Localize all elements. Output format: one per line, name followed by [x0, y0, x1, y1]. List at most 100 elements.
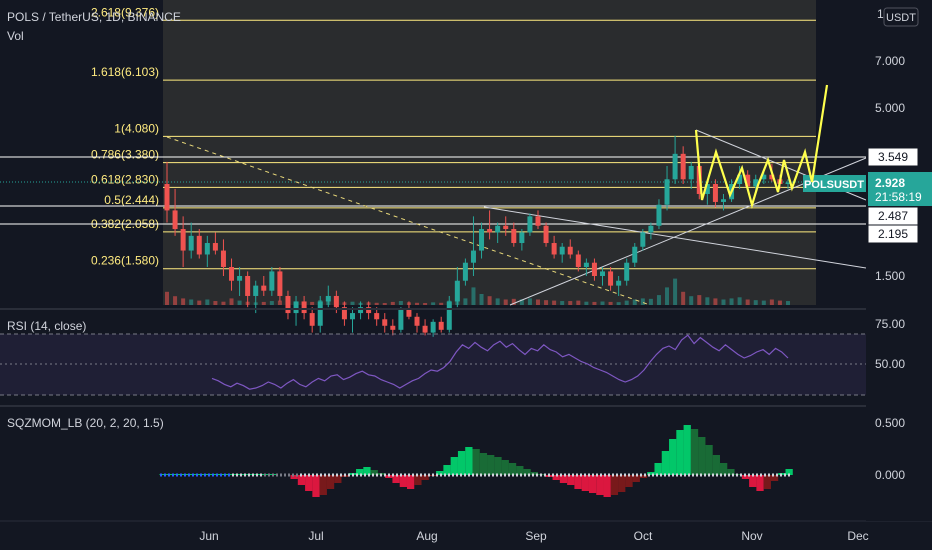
- momentum-bar: [312, 475, 320, 497]
- squeeze-dot: [572, 473, 574, 477]
- squeeze-dot: [172, 473, 174, 477]
- momentum-bar: [530, 472, 539, 475]
- descending-trendline: [483, 206, 867, 269]
- squeeze-dot: [228, 473, 230, 477]
- volume-bar: [189, 299, 194, 305]
- momentum-bar: [356, 469, 364, 475]
- squeeze-dot: [376, 473, 378, 477]
- dashed-trendline: [166, 136, 651, 306]
- candle-body: [382, 319, 388, 326]
- squeeze-dot: [440, 473, 442, 477]
- volume-bar: [398, 301, 403, 305]
- squeeze-dot: [764, 473, 766, 477]
- trendlines: POLSUSDT: [0, 129, 867, 306]
- momentum-bar: [472, 449, 480, 475]
- candle-body: [591, 262, 597, 276]
- squeeze-dot: [180, 473, 182, 477]
- squeeze-dot: [760, 473, 762, 477]
- candle-body: [358, 307, 364, 314]
- squeeze-dot: [544, 473, 546, 477]
- sqzmom-pane[interactable]: [159, 425, 793, 497]
- squeeze-dot: [196, 473, 198, 477]
- momentum-bar: [654, 463, 662, 475]
- price-scale[interactable]: 7.0005.0002.0001.50013.5492.4872.1952.92…: [866, 0, 932, 521]
- squeeze-dot: [596, 473, 598, 477]
- candle-body: [301, 301, 307, 314]
- squeeze-dot: [532, 473, 534, 477]
- squeeze-dot: [260, 473, 262, 477]
- momentum-bar: [719, 463, 728, 475]
- momentum-bar: [465, 447, 473, 475]
- squeeze-dot: [588, 473, 590, 477]
- squeeze-dot: [332, 473, 334, 477]
- volume-bar: [350, 301, 355, 305]
- sqzmom-tick-label: 0.500: [875, 416, 905, 430]
- candle-body: [220, 250, 226, 267]
- volume-bar: [552, 300, 557, 305]
- volume-bar: [205, 299, 210, 305]
- candle-body: [551, 243, 557, 255]
- squeeze-dot: [408, 473, 410, 477]
- momentum-bar: [632, 475, 640, 482]
- volume-bar: [640, 298, 645, 305]
- candle-body: [349, 313, 355, 320]
- momentum-bar: [669, 439, 677, 475]
- candle-body: [309, 313, 315, 326]
- candle-body: [196, 235, 202, 255]
- squeeze-dot: [236, 473, 238, 477]
- squeeze-dot: [732, 473, 734, 477]
- price-marker-box: [867, 147, 919, 167]
- candle-body: [479, 229, 485, 251]
- time-axis[interactable]: Jun Jul Aug Sep Oct Nov Dec: [199, 529, 868, 543]
- squeeze-dot: [644, 473, 646, 477]
- squeeze-dot: [424, 473, 426, 477]
- momentum-bar: [334, 475, 342, 483]
- rsi-label: RSI (14, close): [7, 319, 86, 333]
- squeeze-dot: [736, 473, 738, 477]
- momentum-bar: [290, 475, 298, 479]
- momentum-bar: [406, 475, 415, 489]
- candle-body: [680, 153, 686, 180]
- momentum-bar: [574, 475, 582, 489]
- candle-body: [624, 262, 630, 281]
- candle-body: [745, 174, 751, 187]
- candle-body: [511, 229, 517, 244]
- candle-body: [785, 182, 791, 185]
- squeeze-dot: [444, 473, 446, 477]
- squeeze-dot: [324, 473, 326, 477]
- squeeze-dot: [184, 473, 186, 477]
- squeeze-dot: [536, 473, 538, 477]
- volume-bar: [769, 299, 774, 305]
- squeeze-dot: [660, 473, 662, 477]
- volume-bar: [423, 303, 428, 305]
- squeeze-dot: [388, 473, 390, 477]
- squeeze-dot: [500, 473, 502, 477]
- candle-body: [656, 204, 662, 226]
- price-pane[interactable]: 2.618(9.376) 1.618(6.103) 1(4.080) 0.786(3.…: [0, 0, 867, 337]
- squeeze-dot: [776, 473, 778, 477]
- momentum-bar: [596, 475, 604, 495]
- symbol-tag-label: POLSUSDT: [804, 179, 864, 191]
- momentum-bar: [625, 475, 633, 487]
- squeeze-dot: [744, 473, 746, 477]
- volume-bar: [197, 300, 202, 305]
- squeeze-dot: [452, 473, 454, 477]
- pattern-path: [694, 84, 829, 210]
- momentum-bar: [166, 474, 175, 475]
- volume-bar: [786, 301, 790, 305]
- momentum-bar: [436, 471, 444, 475]
- squeeze-dot: [620, 473, 622, 477]
- volume-bar: [584, 301, 589, 305]
- currency-button[interactable]: USDT: [883, 7, 919, 27]
- rsi-pane[interactable]: [0, 333, 866, 396]
- momentum-bar: [305, 475, 313, 491]
- candle-body: [616, 280, 622, 286]
- volume-bar: [261, 301, 266, 305]
- squeeze-dot: [192, 473, 194, 477]
- volume-bar: [495, 298, 500, 305]
- sqzmom-histogram: [159, 425, 793, 497]
- momentum-bar: [326, 475, 335, 489]
- squeeze-dot: [268, 473, 270, 477]
- momentum-bar: [399, 475, 407, 487]
